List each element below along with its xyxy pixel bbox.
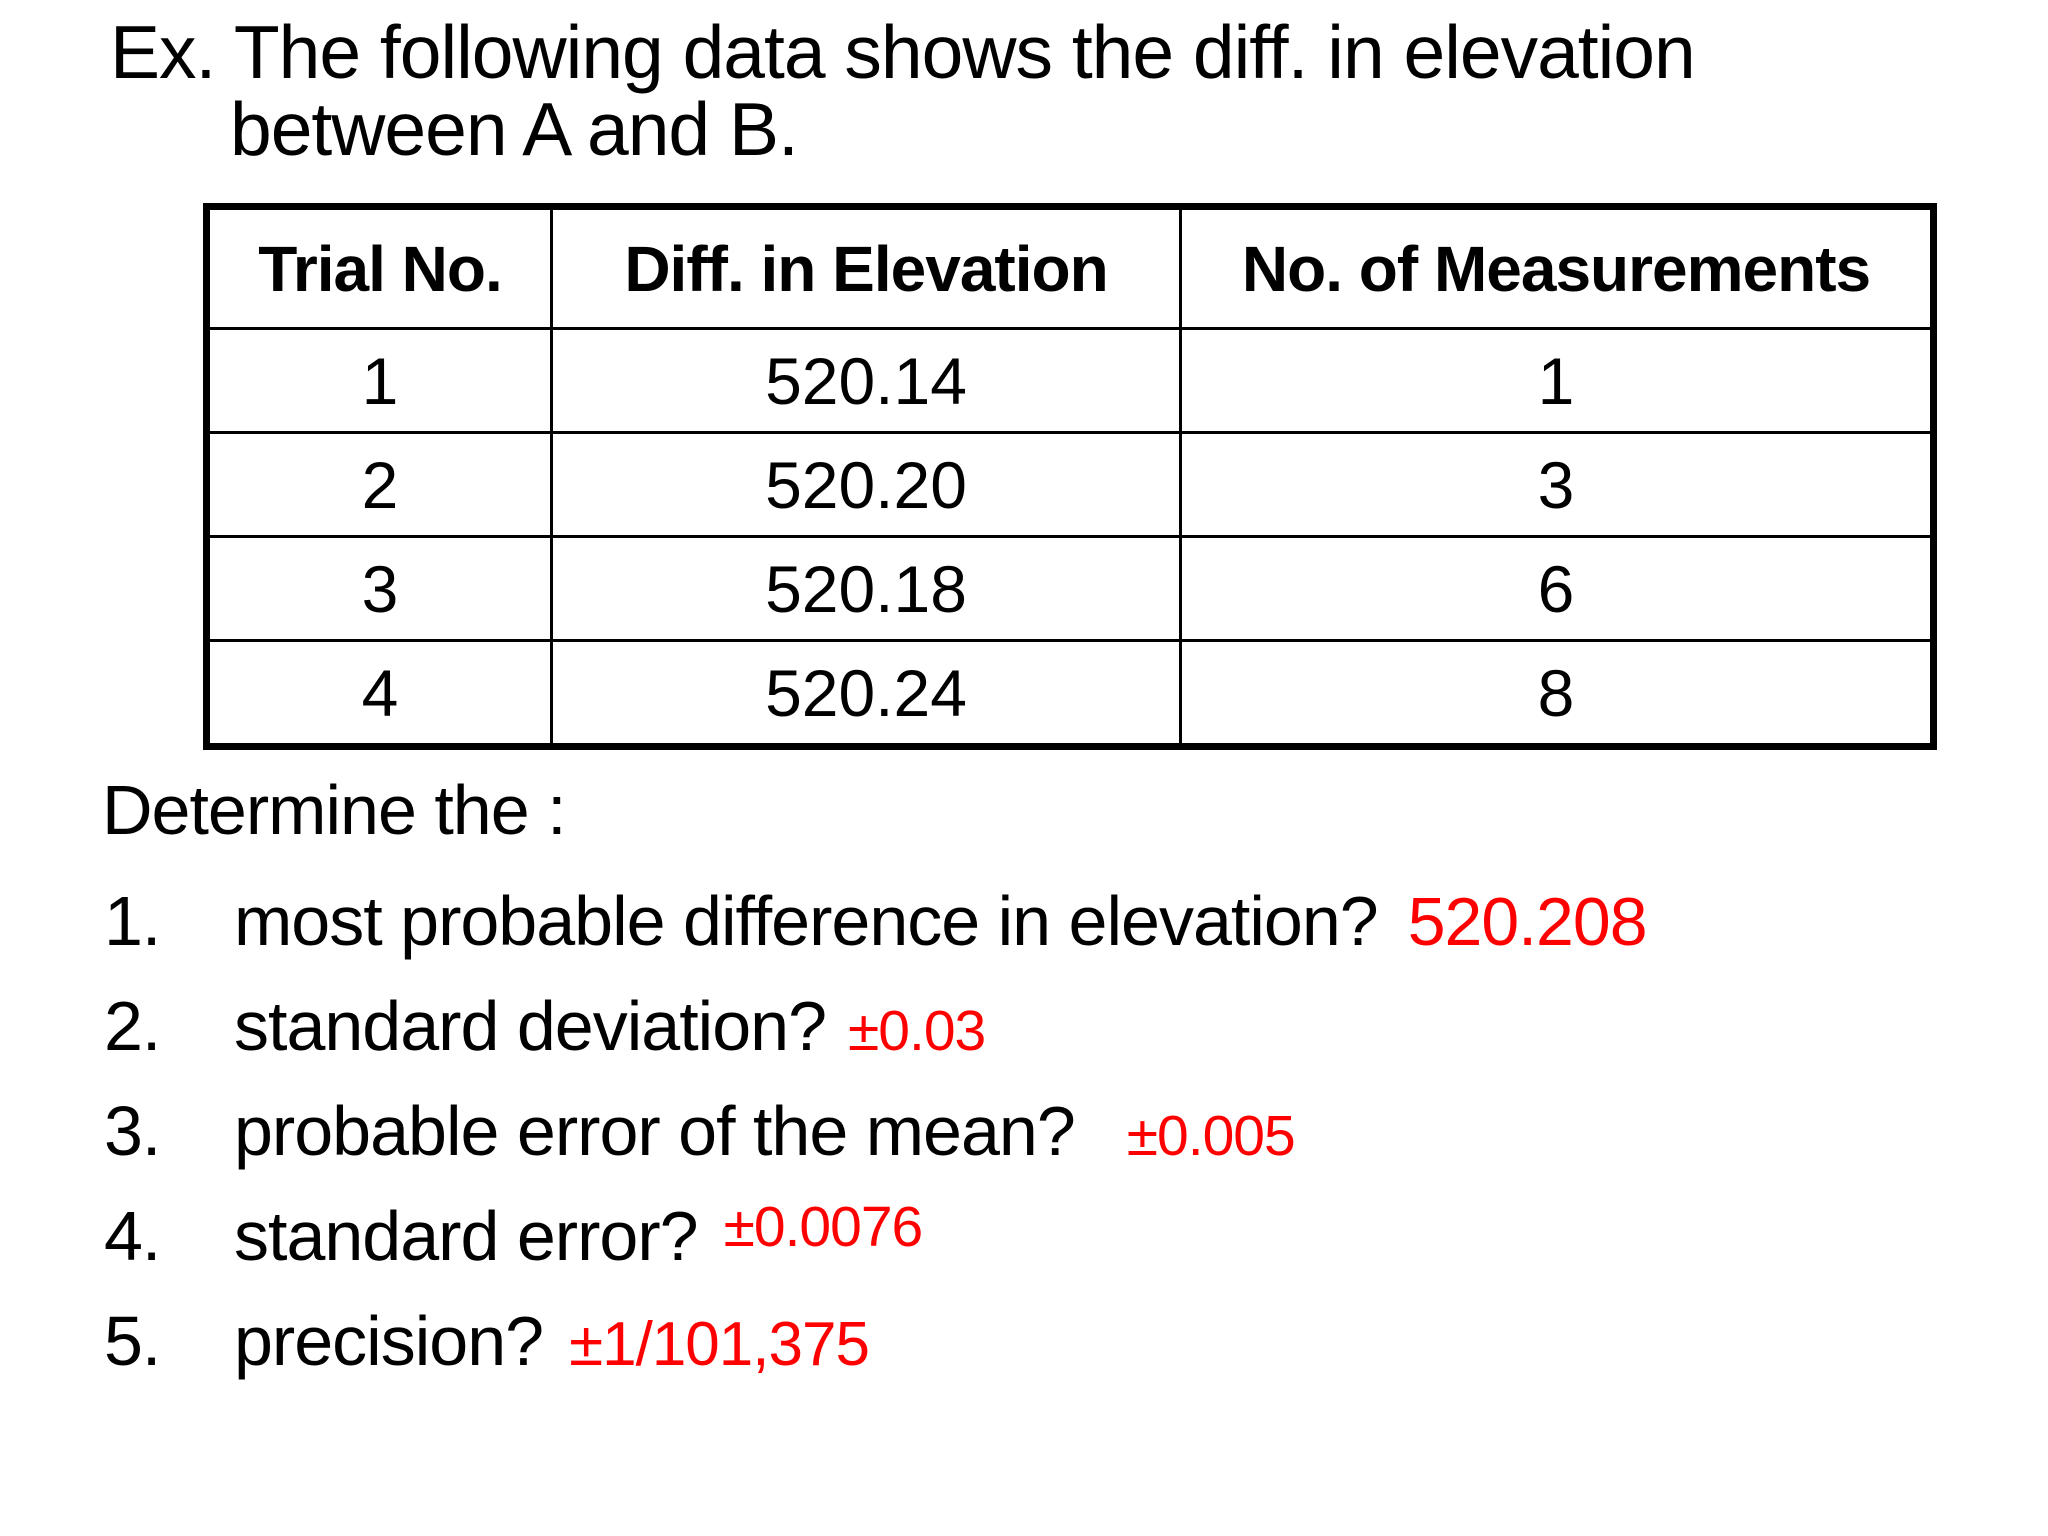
- question-number: 5.: [104, 1302, 161, 1380]
- question-answer: ±0.0076: [723, 1195, 924, 1259]
- question-item-2: 2. standard deviation? ±0.03: [104, 974, 1647, 1079]
- question-item-5: 5. precision? ±1/101,375: [104, 1289, 1647, 1394]
- col-header-no-of-measurements: No. of Measurements: [1179, 205, 1935, 330]
- cell-diff-elevation: 520.20: [550, 431, 1182, 538]
- question-text: precision?: [234, 1302, 544, 1380]
- cell-measurements: 3: [1179, 431, 1935, 538]
- question-list: 1. most probable difference in elevation?…: [104, 869, 1648, 1394]
- question-number: 3.: [104, 1092, 161, 1170]
- question-answer: 520.208: [1407, 884, 1648, 960]
- question-number: 1.: [104, 882, 161, 960]
- question-item-1: 1. most probable difference in elevation?…: [104, 869, 1648, 974]
- question-answer: ±1/101,375: [569, 1310, 870, 1379]
- table-row: 1 520.14 1: [205, 327, 1935, 434]
- cell-trial-no: 2: [205, 431, 553, 538]
- table-row: 4 520.24 8: [205, 639, 1935, 748]
- cell-measurements: 1: [1179, 327, 1935, 434]
- question-text: standard error?: [234, 1197, 699, 1275]
- question-item-3: 3. probable error of the mean? ±0.005: [104, 1079, 1647, 1184]
- cell-diff-elevation: 520.24: [550, 639, 1182, 748]
- elevation-table: Trial No. Diff. in Elevation No. of Meas…: [203, 203, 1937, 750]
- cell-measurements: 6: [1179, 535, 1935, 642]
- col-header-diff-in-elevation: Diff. in Elevation: [550, 205, 1182, 330]
- question-text: most probable difference in elevation?: [234, 882, 1379, 960]
- cell-measurements: 8: [1179, 639, 1935, 748]
- question-number: 2.: [104, 987, 161, 1065]
- title-line-2: between A and B.: [230, 87, 799, 171]
- question-answer: ±0.03: [848, 999, 986, 1063]
- table-header-row: Trial No. Diff. in Elevation No. of Meas…: [205, 205, 1935, 330]
- determine-label: Determine the :: [102, 771, 567, 849]
- slide-title: Ex. The following data shows the diff. i…: [110, 10, 1696, 171]
- question-number: 4.: [104, 1197, 161, 1275]
- question-item-4: 4. standard error? ±0.0076: [104, 1184, 1647, 1289]
- question-text: probable error of the mean?: [234, 1092, 1076, 1170]
- cell-diff-elevation: 520.14: [550, 327, 1182, 434]
- col-header-trial-no: Trial No.: [205, 205, 553, 330]
- question-answer: ±0.005: [1126, 1104, 1296, 1168]
- cell-diff-elevation: 520.18: [550, 535, 1182, 642]
- cell-trial-no: 4: [205, 639, 553, 748]
- cell-trial-no: 1: [205, 327, 553, 434]
- title-line-1: Ex. The following data shows the diff. i…: [110, 10, 1696, 94]
- table-row: 2 520.20 3: [205, 431, 1935, 538]
- cell-trial-no: 3: [205, 535, 553, 642]
- question-text: standard deviation?: [234, 987, 827, 1065]
- table-row: 3 520.18 6: [205, 535, 1935, 642]
